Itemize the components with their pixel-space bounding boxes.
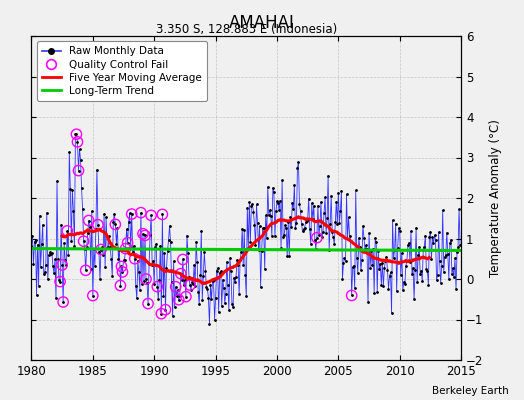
Point [117,263,126,270]
Point [157,310,166,317]
Text: AMAHAI: AMAHAI [229,14,295,32]
Point [59,299,68,305]
Point [84,217,93,224]
Point [127,211,136,217]
Point [179,256,187,263]
Point [89,292,97,299]
Point [97,246,105,253]
Point [313,234,321,241]
Point [158,211,167,218]
Point [81,267,90,274]
Point [142,276,150,282]
Point [141,232,149,239]
Point [137,210,145,216]
Point [144,300,152,307]
Point [94,222,102,228]
Point [63,228,71,234]
Point [347,292,356,299]
Point [56,278,64,285]
Y-axis label: Temperature Anomaly (°C): Temperature Anomaly (°C) [489,119,502,277]
Point [124,240,132,246]
Point [111,221,119,228]
Legend: Raw Monthly Data, Quality Control Fail, Five Year Moving Average, Long-Term Tren: Raw Monthly Data, Quality Control Fail, … [37,41,207,101]
Point [122,246,130,252]
Point [130,256,139,262]
Text: Berkeley Earth: Berkeley Earth [432,386,508,396]
Point [116,282,125,289]
Point [153,284,161,290]
Point [177,270,185,277]
Point [174,296,183,303]
Title: 3.350 S, 128.883 E (Indonesia): 3.350 S, 128.883 E (Indonesia) [156,23,337,36]
Point [72,131,81,138]
Point [182,294,190,300]
Point [58,262,67,268]
Point [147,212,155,218]
Point [73,139,82,145]
Point [171,284,180,290]
Point [139,230,147,237]
Point [186,282,194,288]
Point [161,306,170,313]
Point [74,168,83,174]
Point [80,238,88,244]
Point [118,269,127,275]
